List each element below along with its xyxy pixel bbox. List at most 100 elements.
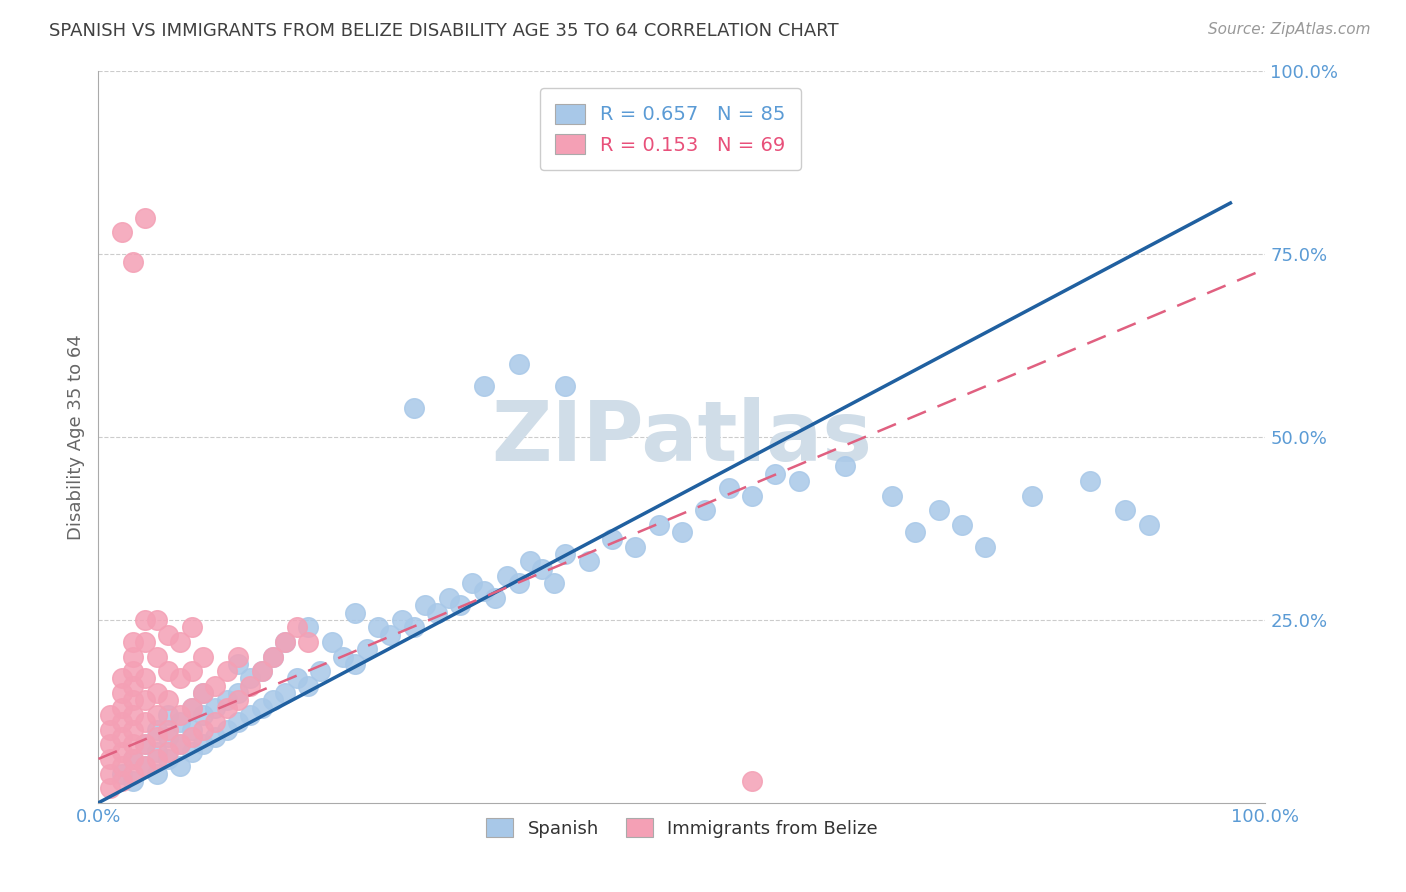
Point <box>741 489 763 503</box>
Point <box>239 679 262 693</box>
Point <box>834 459 856 474</box>
Point <box>262 693 284 707</box>
Point <box>98 781 121 796</box>
Point <box>250 700 273 714</box>
Point <box>122 723 145 737</box>
Point <box>193 686 215 700</box>
Point <box>157 730 180 744</box>
Point <box>122 773 145 788</box>
Point <box>496 569 519 583</box>
Point <box>262 649 284 664</box>
Text: SPANISH VS IMMIGRANTS FROM BELIZE DISABILITY AGE 35 TO 64 CORRELATION CHART: SPANISH VS IMMIGRANTS FROM BELIZE DISABI… <box>49 22 839 40</box>
Point <box>134 737 156 751</box>
Point <box>122 708 145 723</box>
Point <box>134 693 156 707</box>
Point <box>356 642 378 657</box>
Point <box>111 730 134 744</box>
Point <box>461 576 484 591</box>
Point <box>134 715 156 730</box>
Point <box>157 708 180 723</box>
Point <box>297 620 319 634</box>
Point <box>122 752 145 766</box>
Point <box>880 489 903 503</box>
Point <box>98 723 121 737</box>
Point <box>250 664 273 678</box>
Point <box>157 723 180 737</box>
Point <box>695 503 717 517</box>
Point <box>472 583 495 598</box>
Point <box>344 657 367 671</box>
Point <box>134 635 156 649</box>
Point <box>169 715 191 730</box>
Point <box>146 708 169 723</box>
Point <box>671 525 693 540</box>
Point <box>134 759 156 773</box>
Point <box>380 627 402 641</box>
Point <box>950 517 973 532</box>
Point <box>624 540 647 554</box>
Point <box>449 599 471 613</box>
Point <box>274 635 297 649</box>
Point <box>321 635 343 649</box>
Point <box>111 672 134 686</box>
Point <box>111 766 134 780</box>
Point <box>344 606 367 620</box>
Point <box>157 664 180 678</box>
Point <box>146 745 169 759</box>
Point <box>402 401 425 415</box>
Point <box>437 591 460 605</box>
Point <box>274 635 297 649</box>
Point <box>122 752 145 766</box>
Point <box>285 672 308 686</box>
Point <box>297 679 319 693</box>
Point <box>157 745 180 759</box>
Point <box>578 554 600 568</box>
Point <box>146 649 169 664</box>
Point <box>111 686 134 700</box>
Point <box>228 693 250 707</box>
Point <box>193 649 215 664</box>
Point <box>111 715 134 730</box>
Point <box>180 700 202 714</box>
Point <box>413 599 436 613</box>
Point <box>554 379 576 393</box>
Point <box>928 503 950 517</box>
Point <box>146 752 169 766</box>
Point <box>122 737 145 751</box>
Point <box>98 708 121 723</box>
Point <box>180 745 202 759</box>
Point <box>508 576 530 591</box>
Point <box>741 773 763 788</box>
Point <box>228 715 250 730</box>
Point <box>1137 517 1160 532</box>
Point <box>122 649 145 664</box>
Point <box>262 649 284 664</box>
Point <box>239 708 262 723</box>
Point <box>508 357 530 371</box>
Point <box>228 657 250 671</box>
Point <box>530 562 553 576</box>
Point <box>1080 474 1102 488</box>
Point <box>332 649 354 664</box>
Point <box>250 664 273 678</box>
Point <box>215 664 238 678</box>
Point <box>134 613 156 627</box>
Point <box>1114 503 1136 517</box>
Point <box>484 591 506 605</box>
Point <box>426 606 449 620</box>
Point <box>204 679 226 693</box>
Point <box>169 635 191 649</box>
Point <box>215 700 238 714</box>
Y-axis label: Disability Age 35 to 64: Disability Age 35 to 64 <box>66 334 84 540</box>
Point <box>169 737 191 751</box>
Point <box>974 540 997 554</box>
Point <box>600 533 623 547</box>
Point <box>134 759 156 773</box>
Point <box>1021 489 1043 503</box>
Point <box>98 752 121 766</box>
Point <box>157 752 180 766</box>
Text: ZIPatlas: ZIPatlas <box>492 397 872 477</box>
Point <box>122 635 145 649</box>
Point <box>122 693 145 707</box>
Point <box>98 737 121 751</box>
